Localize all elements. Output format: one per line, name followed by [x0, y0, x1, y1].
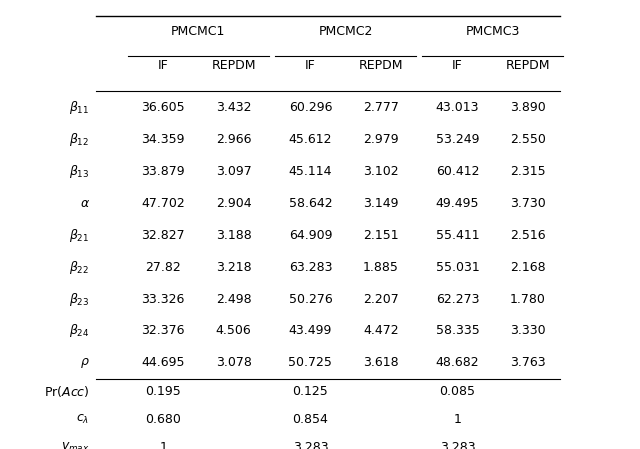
Text: 2.550: 2.550: [510, 133, 546, 146]
Text: 2.904: 2.904: [216, 197, 252, 210]
Text: 3.188: 3.188: [216, 229, 252, 242]
Text: 2.516: 2.516: [510, 229, 546, 242]
Text: 3.097: 3.097: [216, 165, 252, 178]
Text: REPDM: REPDM: [358, 59, 403, 72]
Text: 45.114: 45.114: [289, 165, 332, 178]
Text: 3.618: 3.618: [363, 357, 399, 369]
Text: PMCMC2: PMCMC2: [319, 25, 372, 38]
Text: 3.432: 3.432: [216, 101, 252, 114]
Text: $\beta_{11}$: $\beta_{11}$: [69, 99, 90, 116]
Text: 3.149: 3.149: [363, 197, 399, 210]
Text: 34.359: 34.359: [141, 133, 185, 146]
Text: 1: 1: [159, 441, 167, 449]
Text: $v_{max}$: $v_{max}$: [61, 441, 90, 449]
Text: 3.102: 3.102: [363, 165, 399, 178]
Text: 32.827: 32.827: [141, 229, 185, 242]
Text: $\rho$: $\rho$: [80, 356, 90, 370]
Text: 3.078: 3.078: [216, 357, 252, 369]
Text: $\beta_{21}$: $\beta_{21}$: [69, 227, 90, 244]
Text: 58.642: 58.642: [289, 197, 332, 210]
Text: 60.296: 60.296: [289, 101, 332, 114]
Text: 1.780: 1.780: [510, 293, 546, 305]
Text: 4.472: 4.472: [363, 325, 399, 337]
Text: 64.909: 64.909: [289, 229, 332, 242]
Text: 2.315: 2.315: [510, 165, 546, 178]
Text: 3.283: 3.283: [292, 441, 328, 449]
Text: 45.612: 45.612: [289, 133, 332, 146]
Text: PMCMC1: PMCMC1: [172, 25, 225, 38]
Text: 0.125: 0.125: [292, 386, 328, 398]
Text: 50.276: 50.276: [289, 293, 332, 305]
Text: 53.249: 53.249: [436, 133, 479, 146]
Text: 2.966: 2.966: [216, 133, 252, 146]
Text: 0.085: 0.085: [440, 386, 476, 398]
Text: 3.218: 3.218: [216, 261, 252, 273]
Text: $\beta_{13}$: $\beta_{13}$: [69, 163, 90, 180]
Text: PMCMC3: PMCMC3: [466, 25, 520, 38]
Text: $\beta_{12}$: $\beta_{12}$: [69, 131, 90, 148]
Text: 44.695: 44.695: [141, 357, 185, 369]
Text: 0.854: 0.854: [292, 414, 328, 426]
Text: $\Pr(Acc)$: $\Pr(Acc)$: [44, 384, 90, 400]
Text: $\beta_{23}$: $\beta_{23}$: [69, 291, 90, 308]
Text: 43.013: 43.013: [436, 101, 479, 114]
Text: $\alpha$: $\alpha$: [79, 197, 90, 210]
Text: IF: IF: [452, 59, 463, 72]
Text: 33.879: 33.879: [141, 165, 185, 178]
Text: 47.702: 47.702: [141, 197, 185, 210]
Text: REPDM: REPDM: [506, 59, 550, 72]
Text: 3.890: 3.890: [510, 101, 546, 114]
Text: 0.680: 0.680: [145, 414, 181, 426]
Text: 55.411: 55.411: [436, 229, 479, 242]
Text: IF: IF: [158, 59, 168, 72]
Text: 27.82: 27.82: [145, 261, 181, 273]
Text: 63.283: 63.283: [289, 261, 332, 273]
Text: 33.326: 33.326: [141, 293, 185, 305]
Text: 3.330: 3.330: [510, 325, 546, 337]
Text: $\beta_{24}$: $\beta_{24}$: [69, 322, 90, 339]
Text: 32.376: 32.376: [141, 325, 185, 337]
Text: IF: IF: [305, 59, 316, 72]
Text: $c_{\lambda}$: $c_{\lambda}$: [76, 413, 90, 427]
Text: 1.885: 1.885: [363, 261, 399, 273]
Text: 2.168: 2.168: [510, 261, 546, 273]
Text: 62.273: 62.273: [436, 293, 479, 305]
Text: $\beta_{22}$: $\beta_{22}$: [69, 259, 90, 276]
Text: 2.207: 2.207: [363, 293, 399, 305]
Text: 60.412: 60.412: [436, 165, 479, 178]
Text: 2.777: 2.777: [363, 101, 399, 114]
Text: 36.605: 36.605: [141, 101, 185, 114]
Text: 3.763: 3.763: [510, 357, 546, 369]
Text: 58.335: 58.335: [436, 325, 479, 337]
Text: 1: 1: [454, 414, 461, 426]
Text: 48.682: 48.682: [436, 357, 479, 369]
Text: 50.725: 50.725: [289, 357, 332, 369]
Text: 49.495: 49.495: [436, 197, 479, 210]
Text: 0.195: 0.195: [145, 386, 181, 398]
Text: 2.498: 2.498: [216, 293, 252, 305]
Text: 43.499: 43.499: [289, 325, 332, 337]
Text: 3.283: 3.283: [440, 441, 476, 449]
Text: 3.730: 3.730: [510, 197, 546, 210]
Text: 2.151: 2.151: [363, 229, 399, 242]
Text: 4.506: 4.506: [216, 325, 252, 337]
Text: 2.979: 2.979: [363, 133, 399, 146]
Text: 55.031: 55.031: [436, 261, 479, 273]
Text: REPDM: REPDM: [211, 59, 256, 72]
